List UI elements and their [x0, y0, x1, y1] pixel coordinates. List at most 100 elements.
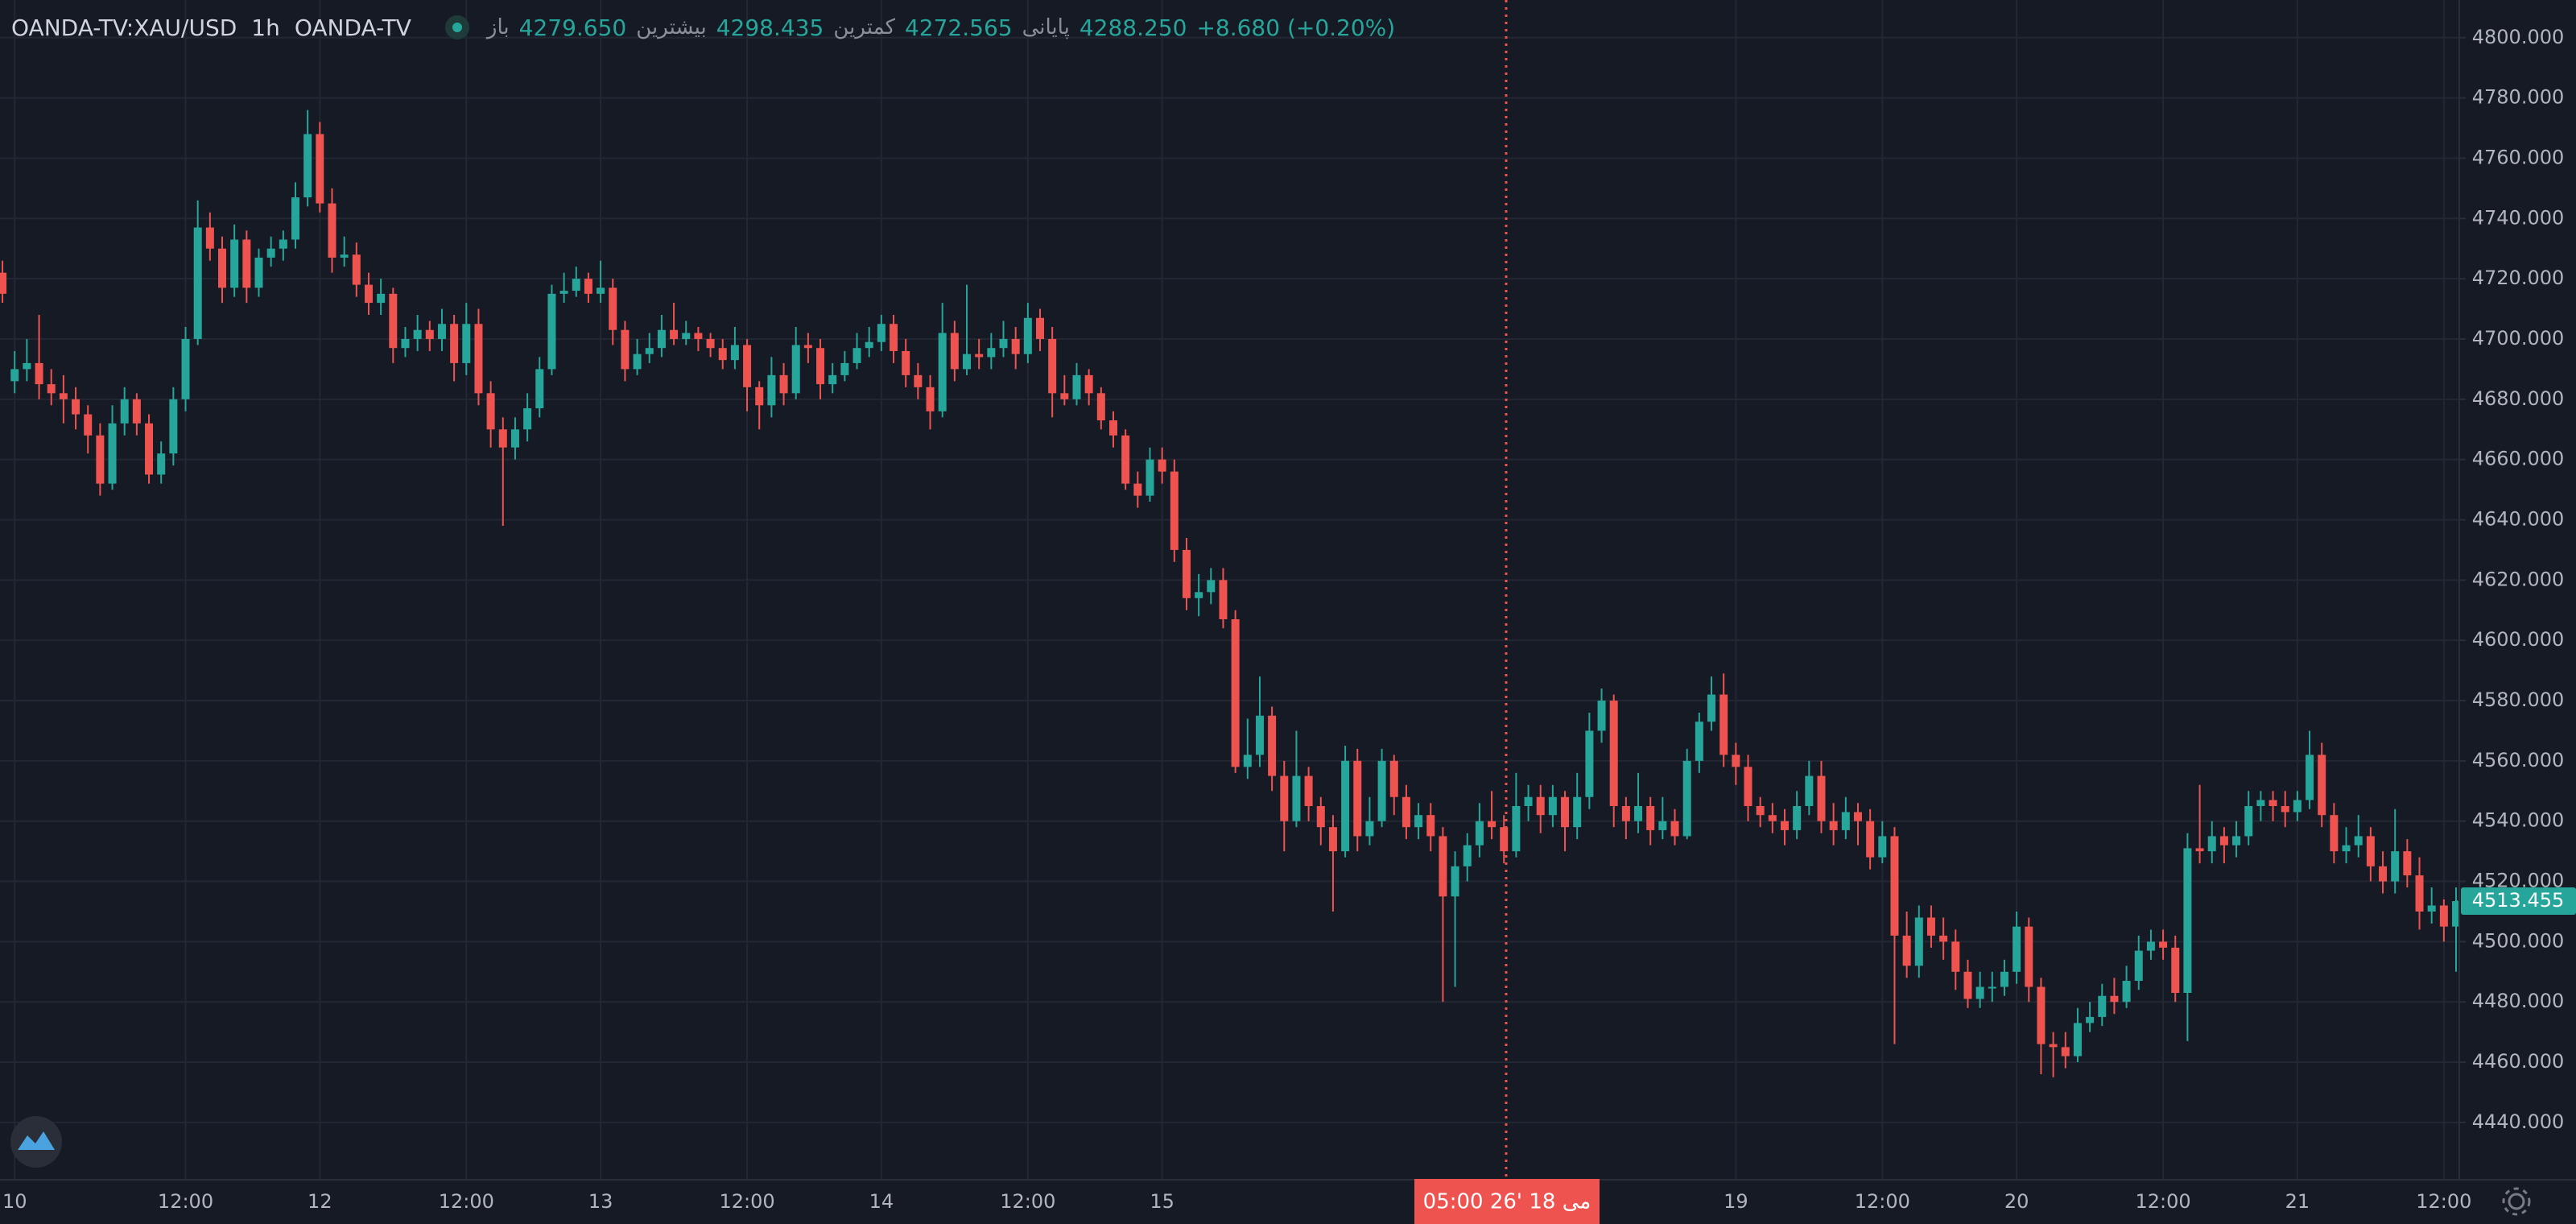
candle-body	[1756, 805, 1765, 816]
interval[interactable]: 1h	[251, 14, 280, 41]
candle-body	[963, 354, 972, 370]
x-tick-label: 12:00	[1855, 1190, 1910, 1213]
candle-body	[926, 387, 935, 411]
candle-body	[1195, 592, 1203, 598]
candle-body	[743, 345, 752, 387]
y-tick-label: 4640.000	[2472, 507, 2565, 530]
candle-body	[950, 333, 959, 370]
candle-body	[1548, 796, 1557, 816]
candle-body	[1609, 701, 1618, 806]
candle-body	[84, 414, 93, 436]
axes: 4440.0004460.0004480.0004500.0004520.000…	[2, 26, 2576, 1213]
candle-body	[1939, 935, 1948, 942]
candle-body	[2452, 901, 2461, 927]
y-tick-label: 4760.000	[2472, 146, 2565, 168]
candle-body	[266, 248, 275, 258]
y-tick-label: 4460.000	[2472, 1050, 2565, 1073]
candle-body	[2049, 1044, 2058, 1048]
candle-body	[2256, 800, 2265, 806]
candle-body	[1414, 815, 1423, 828]
candle-body	[1853, 812, 1862, 821]
candle-body	[890, 324, 898, 351]
candle-body	[35, 362, 43, 385]
ohlc-value: 4298.435	[716, 14, 824, 41]
candle-body	[401, 338, 410, 349]
candle-body	[2134, 950, 2143, 982]
candle-body	[2232, 836, 2241, 846]
candle-body	[205, 227, 214, 249]
candle-body	[840, 362, 849, 375]
candle-body	[999, 338, 1008, 349]
candle-body	[2025, 926, 2033, 987]
candle-body	[230, 239, 239, 288]
logo[interactable]	[10, 1116, 62, 1168]
x-tick-label: 12	[308, 1190, 332, 1213]
candle-body	[1133, 483, 1142, 496]
candle-body	[291, 197, 299, 240]
candle-body	[218, 248, 227, 288]
candle-body	[779, 374, 788, 394]
candle-body	[2281, 805, 2289, 813]
candle-body	[1084, 374, 1093, 394]
candle-body	[377, 293, 386, 304]
candle-body	[1781, 821, 1790, 830]
ohlc-label: پایانی	[1022, 15, 1070, 39]
candle-body	[340, 254, 349, 258]
candle-body	[389, 293, 398, 349]
candle-body	[2110, 995, 2119, 1003]
candle-body	[462, 324, 471, 363]
candle-body	[1011, 338, 1020, 354]
candle-body	[1988, 986, 1996, 989]
market-status[interactable]	[444, 15, 469, 39]
candle-body	[2073, 1023, 2082, 1057]
candle-body	[1707, 694, 1716, 722]
candle-body	[1451, 866, 1459, 897]
candle-body	[352, 254, 361, 285]
candle-body	[2159, 941, 2168, 948]
candle-body	[2318, 755, 2326, 816]
y-tick-label: 4500.000	[2472, 929, 2565, 952]
candle-body	[1255, 715, 1264, 755]
candle-body	[1304, 775, 1313, 806]
candle-body	[2244, 805, 2253, 837]
candle-body	[1389, 760, 1398, 797]
candle-body	[1744, 767, 1752, 806]
candle-body	[1719, 694, 1728, 755]
x-tick-label: 12:00	[2136, 1190, 2191, 1213]
candle-body	[914, 374, 923, 387]
candle-body	[816, 348, 825, 385]
logo-icon	[18, 1131, 55, 1150]
candle-body	[1207, 580, 1216, 593]
candle-body	[584, 279, 592, 294]
x-tick-label: 12:00	[439, 1190, 494, 1213]
candle-body	[328, 203, 336, 258]
x-tick-label: 15	[1150, 1190, 1174, 1213]
candle-body	[72, 399, 80, 415]
candle-body	[254, 257, 263, 288]
candle-body	[1353, 760, 1362, 837]
candle-body	[2207, 836, 2216, 852]
candle-body	[1036, 317, 1044, 339]
y-tick-label: 4580.000	[2472, 688, 2565, 711]
candle-body	[10, 369, 19, 382]
candle-body	[1158, 459, 1166, 472]
settings-icon[interactable]	[2502, 1187, 2531, 1216]
candle-body	[902, 350, 910, 375]
ohlc-value: 4272.565	[904, 14, 1013, 41]
candle-body	[2293, 800, 2301, 813]
symbol[interactable]: OANDA-TV:XAU/USD	[11, 14, 237, 41]
ohlc-value: 4288.250	[1079, 14, 1187, 41]
candle-body	[2195, 848, 2204, 852]
candle-body	[1732, 755, 1740, 767]
grid	[0, 0, 2459, 1180]
candle-body	[1463, 845, 1472, 866]
candle-body	[1475, 821, 1484, 846]
candle-body	[1914, 917, 1923, 966]
candle-body	[1316, 805, 1325, 828]
candle-body	[1146, 459, 1154, 496]
candle-body	[1170, 471, 1179, 550]
candle-body	[877, 324, 886, 342]
candle-body	[47, 384, 56, 394]
y-tick-label: 4620.000	[2472, 568, 2565, 590]
